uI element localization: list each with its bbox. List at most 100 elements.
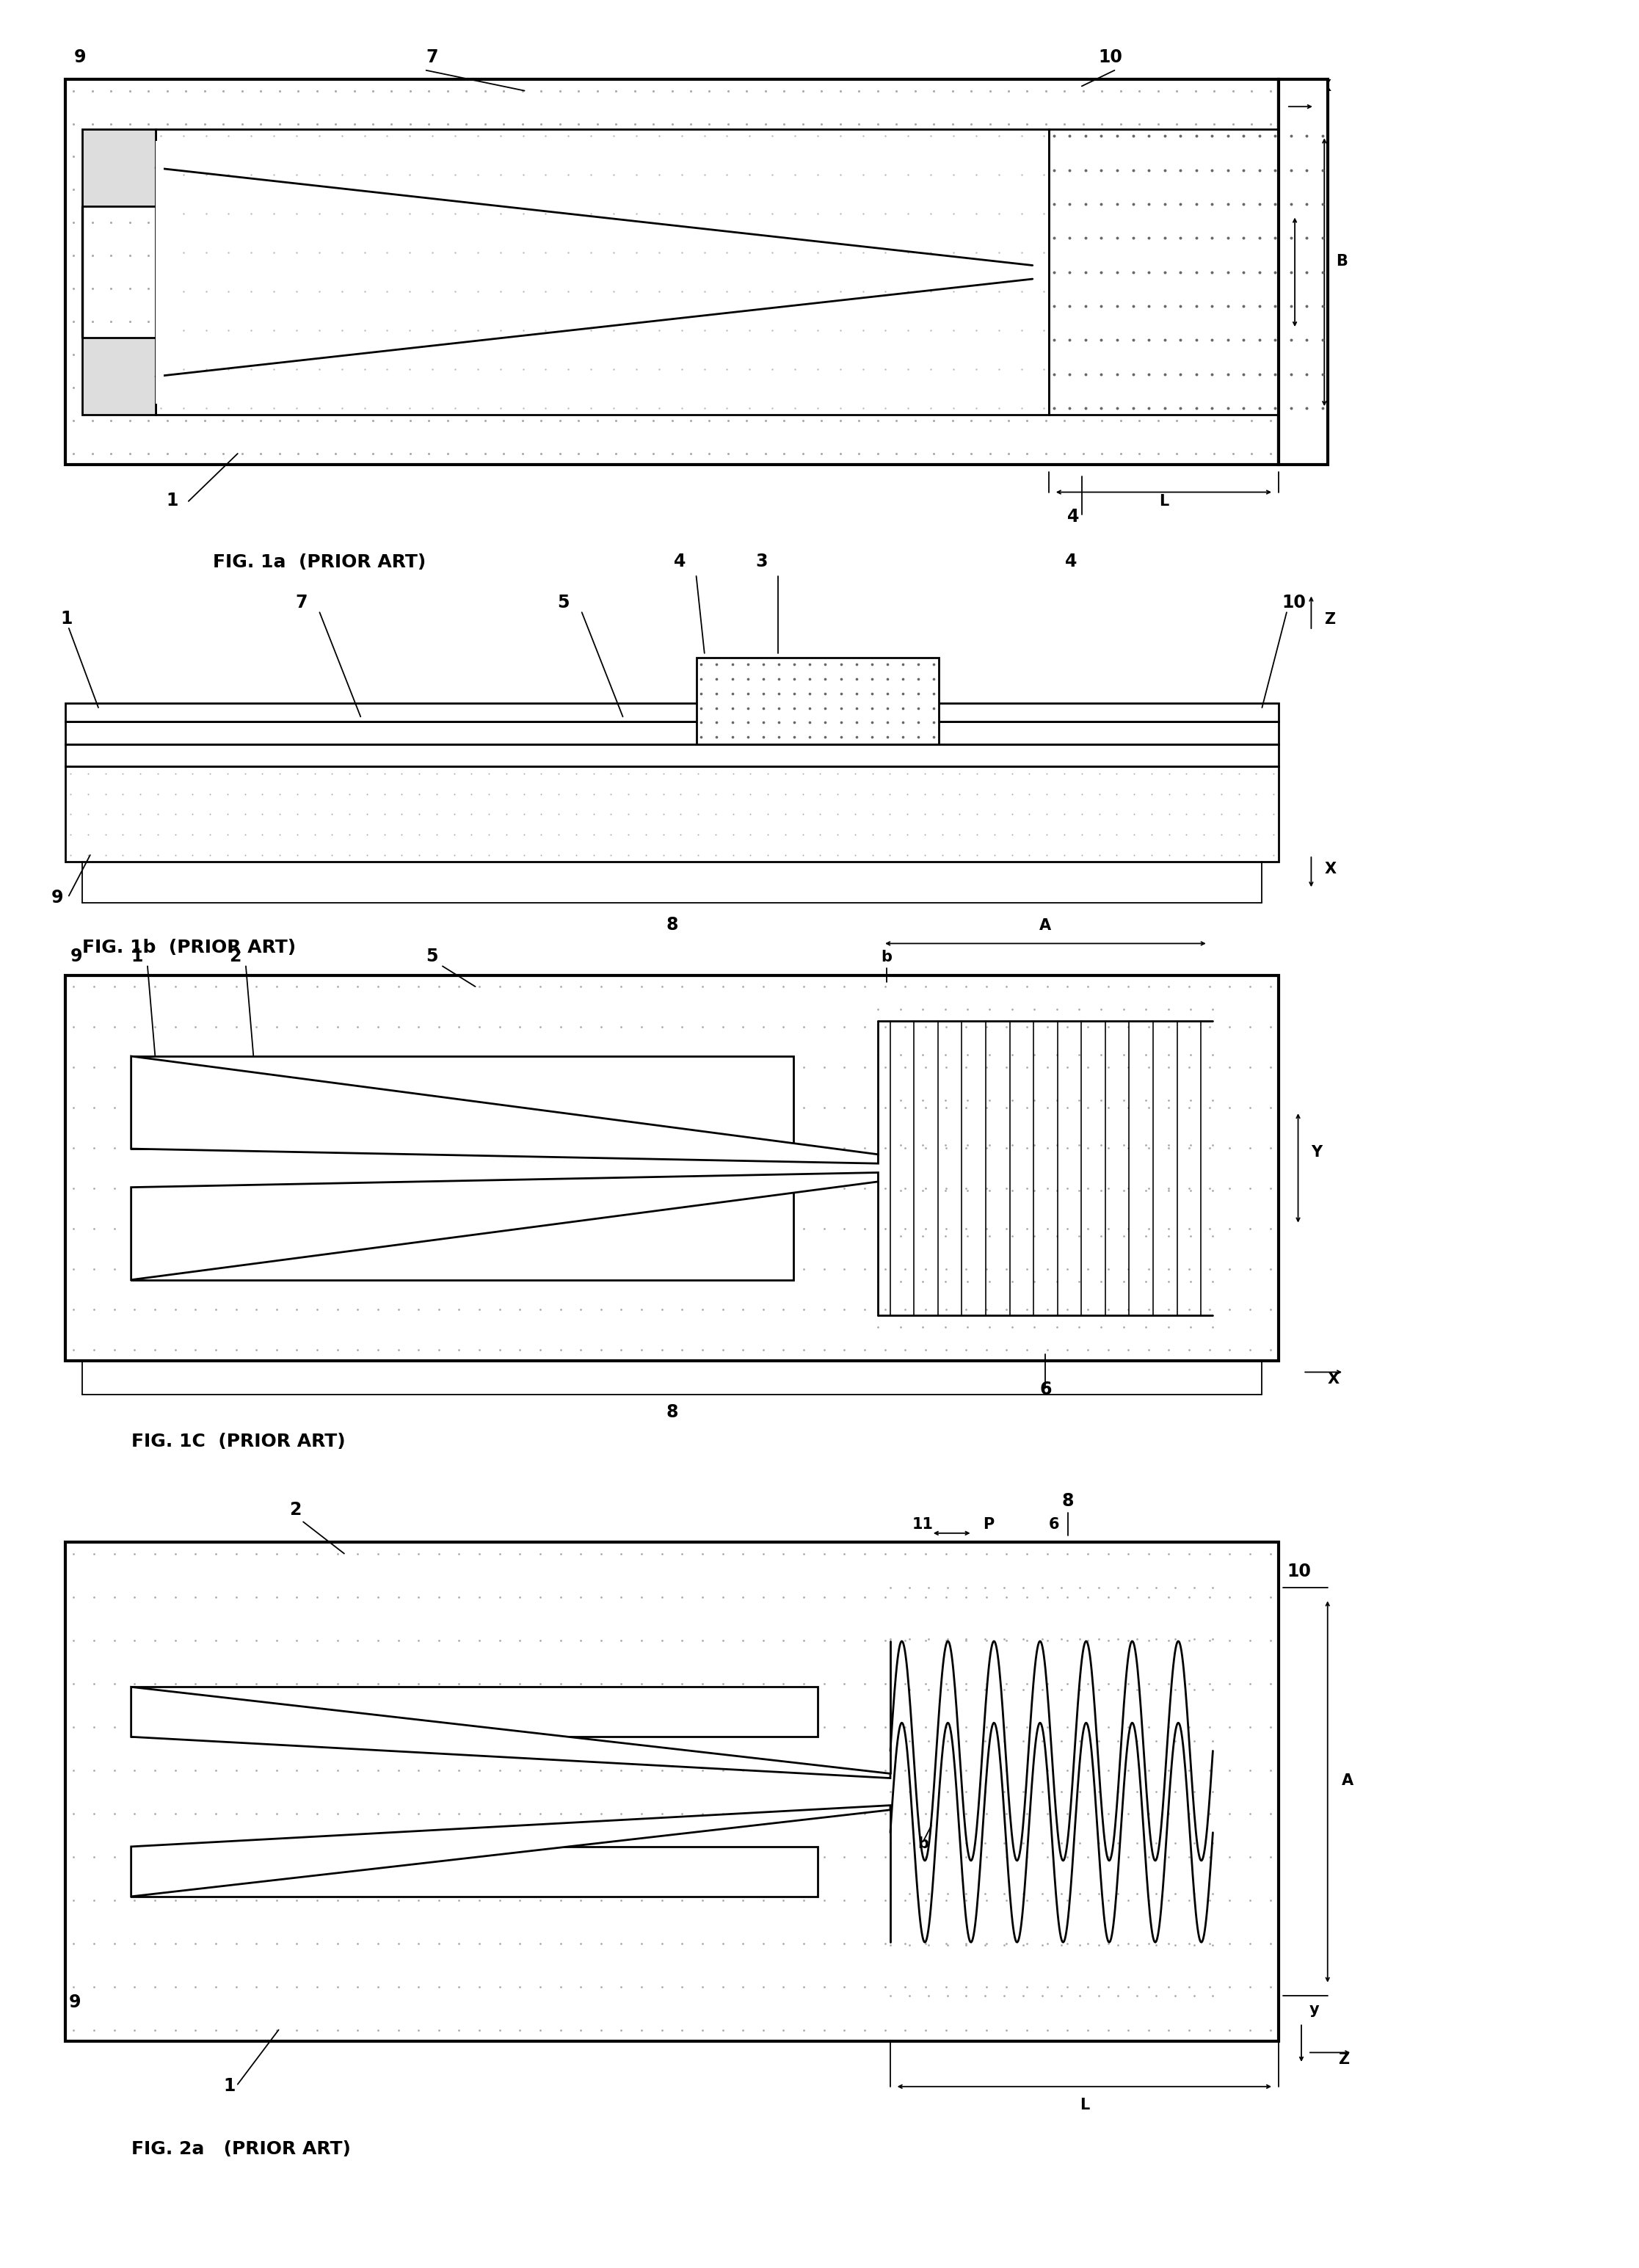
Point — [811, 1250, 838, 1286]
Point — [933, 1535, 959, 1572]
Point — [897, 1569, 923, 1606]
Point — [1239, 270, 1265, 306]
Point — [1054, 1926, 1080, 1962]
Point — [957, 370, 983, 406]
Point — [562, 796, 588, 832]
Point — [1310, 322, 1336, 358]
Point — [790, 2012, 816, 2048]
Point — [710, 1926, 736, 1962]
Point — [567, 2012, 593, 2048]
Point — [79, 336, 105, 372]
Point — [1111, 1082, 1137, 1118]
Point — [179, 837, 205, 873]
Point — [1183, 288, 1210, 324]
Point — [588, 1665, 615, 1701]
Point — [547, 1796, 574, 1833]
Point — [883, 370, 910, 406]
Point — [79, 138, 105, 175]
Point — [890, 676, 916, 712]
Point — [811, 1089, 838, 1125]
Point — [677, 304, 703, 340]
Point — [351, 156, 377, 193]
Point — [182, 1839, 208, 1876]
Point — [921, 689, 947, 726]
Point — [61, 370, 87, 406]
Point — [952, 1796, 978, 1833]
Point — [1177, 991, 1203, 1027]
Point — [229, 73, 256, 109]
Point — [811, 968, 838, 1005]
Point — [934, 1569, 960, 1606]
Point — [454, 304, 480, 340]
Point — [385, 1969, 411, 2005]
Point — [102, 1882, 128, 1919]
Point — [828, 336, 854, 372]
Point — [264, 1796, 290, 1833]
Point — [344, 1579, 370, 1615]
Point — [533, 118, 559, 154]
Point — [974, 1839, 1000, 1876]
Point — [974, 1708, 1000, 1744]
Point — [1033, 238, 1059, 274]
Point — [264, 1751, 290, 1787]
Point — [406, 837, 433, 873]
Point — [772, 837, 798, 873]
Point — [1257, 270, 1283, 306]
Point — [831, 1882, 857, 1919]
Point — [828, 274, 854, 311]
Point — [1034, 1290, 1060, 1327]
Point — [336, 796, 362, 832]
Point — [1119, 220, 1146, 256]
Point — [182, 1796, 208, 1833]
Point — [567, 1050, 593, 1086]
Point — [831, 1665, 857, 1701]
Point — [1119, 322, 1146, 358]
Point — [61, 138, 87, 175]
Point — [426, 2012, 452, 2048]
Point — [910, 1218, 936, 1254]
Point — [828, 435, 854, 472]
Point — [790, 435, 816, 472]
Point — [162, 1250, 188, 1286]
Point — [1057, 356, 1083, 392]
Point — [264, 1250, 290, 1286]
Point — [941, 234, 967, 270]
Point — [465, 1839, 492, 1876]
Point — [162, 2012, 188, 2048]
Point — [1054, 1882, 1080, 1919]
Point — [933, 1309, 959, 1345]
Point — [641, 304, 667, 340]
Point — [865, 1309, 892, 1345]
Point — [567, 1009, 593, 1046]
Bar — [66, 975, 1278, 1361]
Point — [765, 705, 792, 742]
Point — [182, 1882, 208, 1919]
Point — [897, 1876, 923, 1912]
Point — [528, 1250, 554, 1286]
Point — [615, 816, 641, 853]
Point — [528, 1796, 554, 1833]
Point — [1257, 138, 1283, 175]
Point — [621, 435, 647, 472]
Point — [1155, 755, 1182, 792]
Point — [910, 1263, 936, 1300]
Point — [303, 336, 329, 372]
Point — [1196, 1129, 1223, 1166]
Point — [359, 304, 387, 340]
Point — [913, 1129, 939, 1166]
Point — [939, 238, 965, 274]
Point — [154, 107, 180, 143]
Point — [306, 390, 333, 426]
Point — [1242, 776, 1269, 812]
Point — [1155, 1050, 1182, 1086]
Point — [1257, 1535, 1283, 1572]
Point — [1015, 304, 1041, 340]
Point — [238, 118, 264, 154]
Point — [1257, 1331, 1283, 1368]
Point — [828, 304, 854, 340]
Point — [1152, 152, 1178, 188]
Point — [697, 435, 723, 472]
Point — [692, 313, 718, 349]
Point — [1044, 1218, 1070, 1254]
Point — [80, 1579, 107, 1615]
